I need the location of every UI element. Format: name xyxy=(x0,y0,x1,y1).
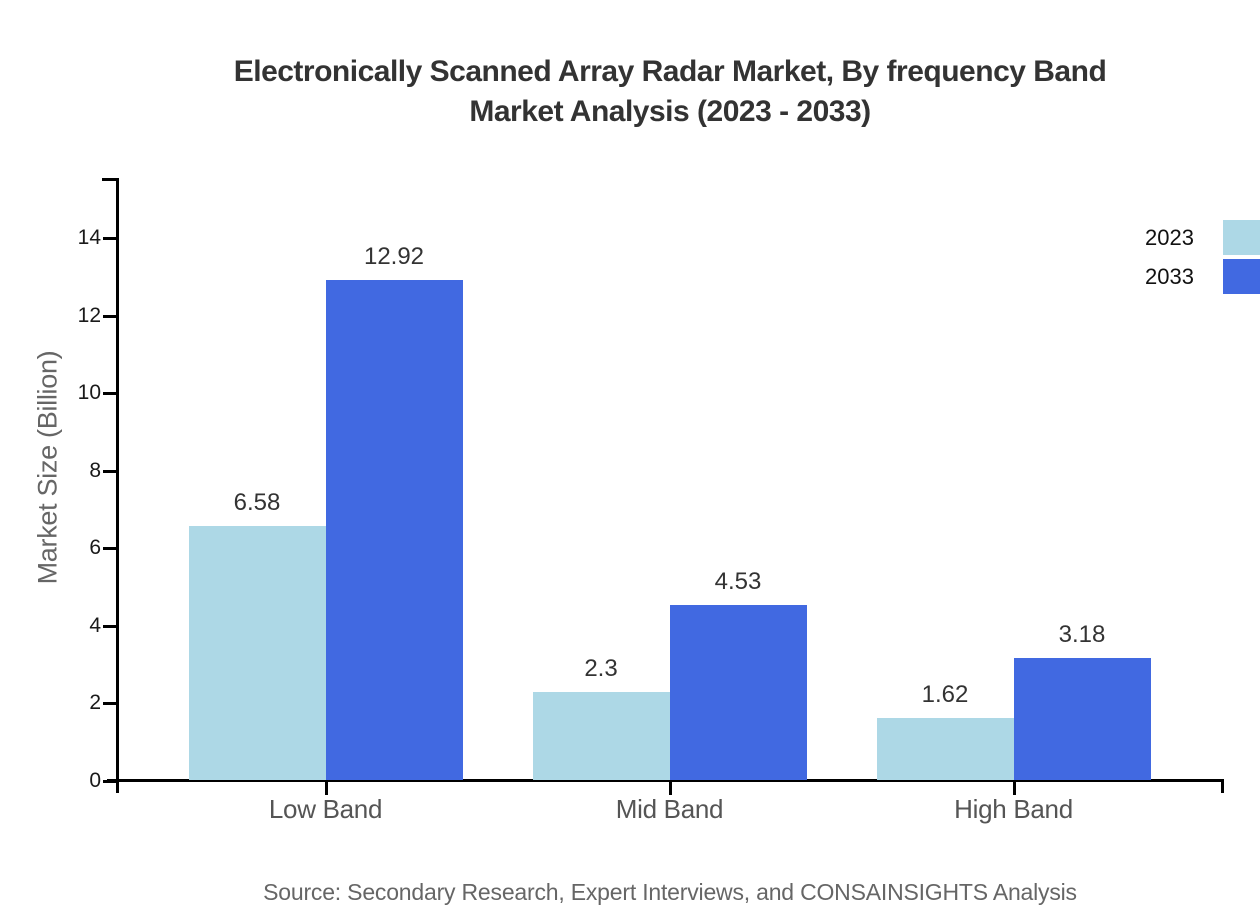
y-tick-label: 14 xyxy=(77,226,101,249)
x-axis-right-cap xyxy=(1221,779,1224,793)
bar-value-label: 6.58 xyxy=(233,489,281,516)
y-tick-label: 12 xyxy=(77,304,101,327)
bar-value-label: 12.92 xyxy=(363,243,425,270)
x-category-label: Mid Band xyxy=(615,794,724,824)
bar-value-label: 4.53 xyxy=(714,568,762,595)
bar-value-label: 1.62 xyxy=(921,681,969,708)
y-tick-mark xyxy=(103,547,116,550)
bar-2033-low-band xyxy=(326,280,463,780)
y-tick-label: 10 xyxy=(77,381,101,404)
legend-label-2033: 2033 xyxy=(1145,263,1194,289)
y-tick-mark xyxy=(103,237,116,240)
x-category-label: High Band xyxy=(954,794,1073,824)
y-tick-mark xyxy=(103,315,116,318)
bar-2023-mid-band xyxy=(533,692,670,780)
bar-value-label: 2.3 xyxy=(584,655,618,682)
bar-2033-mid-band xyxy=(670,605,807,780)
x-category-label: Low Band xyxy=(268,794,383,824)
source-note: Source: Secondary Research, Expert Inter… xyxy=(263,879,1077,905)
chart-title: Electronically Scanned Array Radar Marke… xyxy=(110,52,1230,132)
y-tick-mark xyxy=(103,702,116,705)
bar-2023-low-band xyxy=(189,526,326,780)
y-tick-mark xyxy=(103,625,116,628)
y-axis-top-cap xyxy=(102,178,119,181)
bar-value-label: 3.18 xyxy=(1058,621,1106,648)
legend-swatch-2023 xyxy=(1223,220,1260,255)
y-tick-label: 0 xyxy=(89,769,101,792)
legend-label-2023: 2023 xyxy=(1145,224,1194,250)
y-tick-label: 2 xyxy=(89,691,101,714)
y-tick-label: 6 xyxy=(89,536,101,559)
y-tick-mark xyxy=(103,392,116,395)
chart-title-line2: Market Analysis (2023 - 2033) xyxy=(469,95,871,128)
legend-item-2033: 2033 xyxy=(1145,259,1260,294)
legend-swatch-2033 xyxy=(1223,259,1260,294)
y-tick-label: 8 xyxy=(89,459,101,482)
x-tick-mark xyxy=(1013,782,1016,795)
x-tick-mark xyxy=(325,782,328,795)
y-tick-label: 4 xyxy=(89,614,101,637)
legend-item-2023: 2023 xyxy=(1145,220,1260,255)
y-tick-mark xyxy=(103,470,116,473)
chart-title-line1: Electronically Scanned Array Radar Marke… xyxy=(233,55,1107,88)
legend: 2023 2033 xyxy=(1145,220,1260,298)
bar-2023-high-band xyxy=(877,718,1014,780)
x-axis-line xyxy=(107,779,1224,782)
y-tick-mark xyxy=(103,780,116,783)
bar-2033-high-band xyxy=(1014,658,1151,780)
x-tick-mark xyxy=(669,782,672,795)
y-axis-line xyxy=(116,178,119,793)
